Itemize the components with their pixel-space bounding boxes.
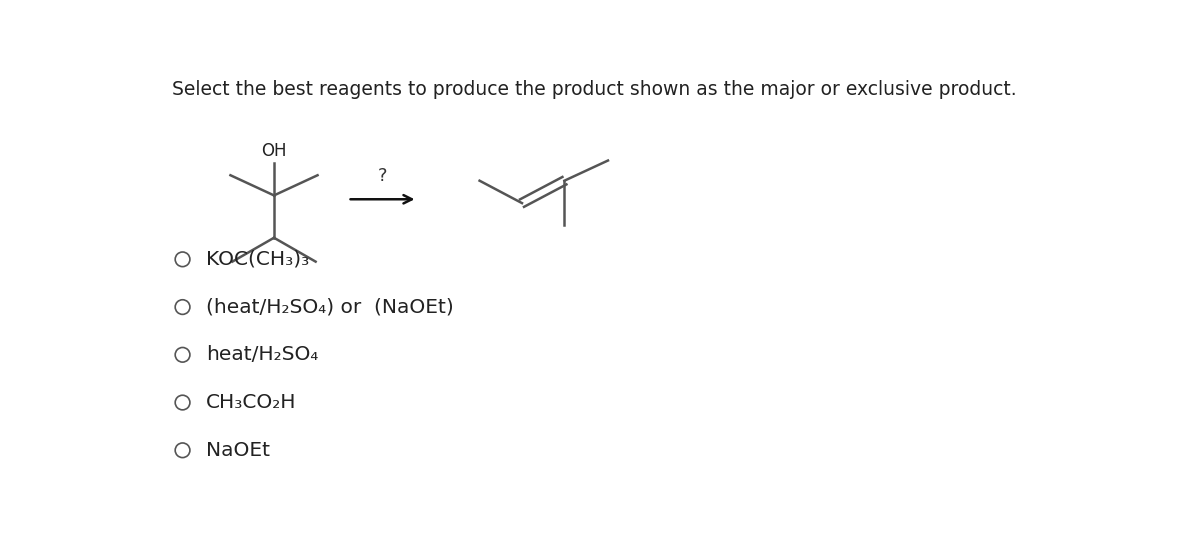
- Text: (heat/H₂SO₄) or  (NaOEt): (heat/H₂SO₄) or (NaOEt): [206, 298, 454, 317]
- Text: ?: ?: [378, 168, 388, 186]
- Text: heat/H₂SO₄: heat/H₂SO₄: [206, 345, 318, 364]
- Text: Select the best reagents to produce the product shown as the major or exclusive : Select the best reagents to produce the …: [172, 80, 1016, 99]
- Text: NaOEt: NaOEt: [206, 441, 270, 460]
- Text: CH₃CO₂H: CH₃CO₂H: [206, 393, 296, 412]
- Text: OH: OH: [262, 142, 287, 160]
- Text: KOC(CH₃)₃: KOC(CH₃)₃: [206, 250, 310, 269]
